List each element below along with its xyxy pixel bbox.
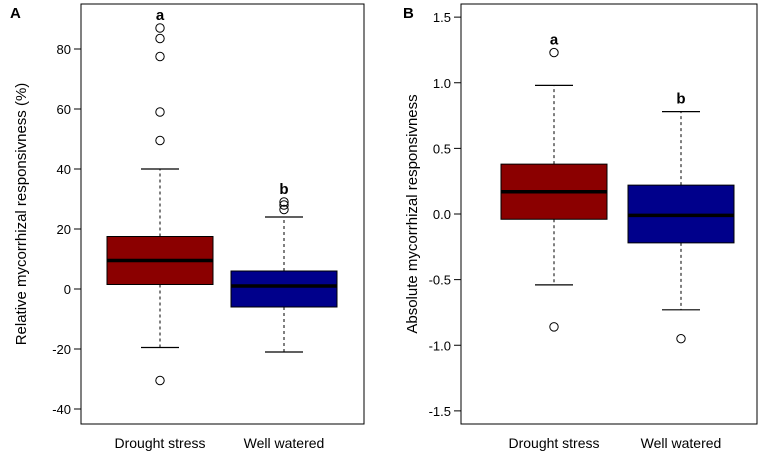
x-category-label: Drought stress [114,435,205,451]
y-tick-label: 0.0 [433,207,451,222]
outlier-point [676,333,686,344]
outlier-point [155,51,165,62]
x-category-label: Well watered [244,435,325,451]
y-axis-label: Absolute mycorrhizal responsivness [404,94,421,333]
y-tick-label: 1.0 [433,76,451,91]
outlier-point [155,107,165,117]
y-axis-label: Relative mycorrhizal responsivness (%) [13,83,30,346]
y-tick-label: 20 [57,222,71,237]
significance-letter: a [156,7,165,24]
panel-b: B -1.5 -1.0 -0.5 0.0 0.5 1.0 1.5 Absolute mycorr… [403,3,758,451]
y-tick-label: -20 [52,342,71,357]
outlier-point [155,135,165,146]
outlier-point [155,33,165,44]
panel-a: A -40 -20 0 20 40 60 80 Relative mycorrhizal res… [10,3,365,451]
box-group-drought-stress: a [106,7,214,386]
box-group-well-watered: b [627,91,735,344]
x-category-label: Drought stress [508,435,599,451]
y-tick-label: 40 [57,162,71,177]
outlier-point [279,200,289,210]
plot-frame [80,3,365,425]
significance-letter: b [279,181,288,198]
iqr-box [230,270,338,308]
outlier-point [155,23,165,33]
y-tick-label: 0.5 [433,141,451,156]
y-tick-label: 0 [64,282,71,297]
panel-label: B [403,5,414,22]
outlier-point [155,375,165,386]
significance-letter: a [550,32,559,49]
outlier-point [279,197,289,207]
y-tick-label: -1.0 [429,338,451,353]
y-tick-label: 60 [57,102,71,117]
outlier-point [549,322,559,332]
box-group-drought-stress: a [500,32,608,332]
x-category-label: Well watered [641,435,722,451]
y-tick-label: -0.5 [429,273,451,288]
significance-letter: b [676,91,685,108]
y-tick-label: 80 [57,42,71,57]
outlier-point [549,47,559,58]
outlier-point [279,204,289,215]
panel-label: A [10,5,21,22]
y-tick-label: -1.5 [429,404,451,419]
y-tick-label: 1.5 [433,10,451,25]
y-tick-label: -40 [52,402,71,417]
box-group-well-watered: b [230,181,338,353]
